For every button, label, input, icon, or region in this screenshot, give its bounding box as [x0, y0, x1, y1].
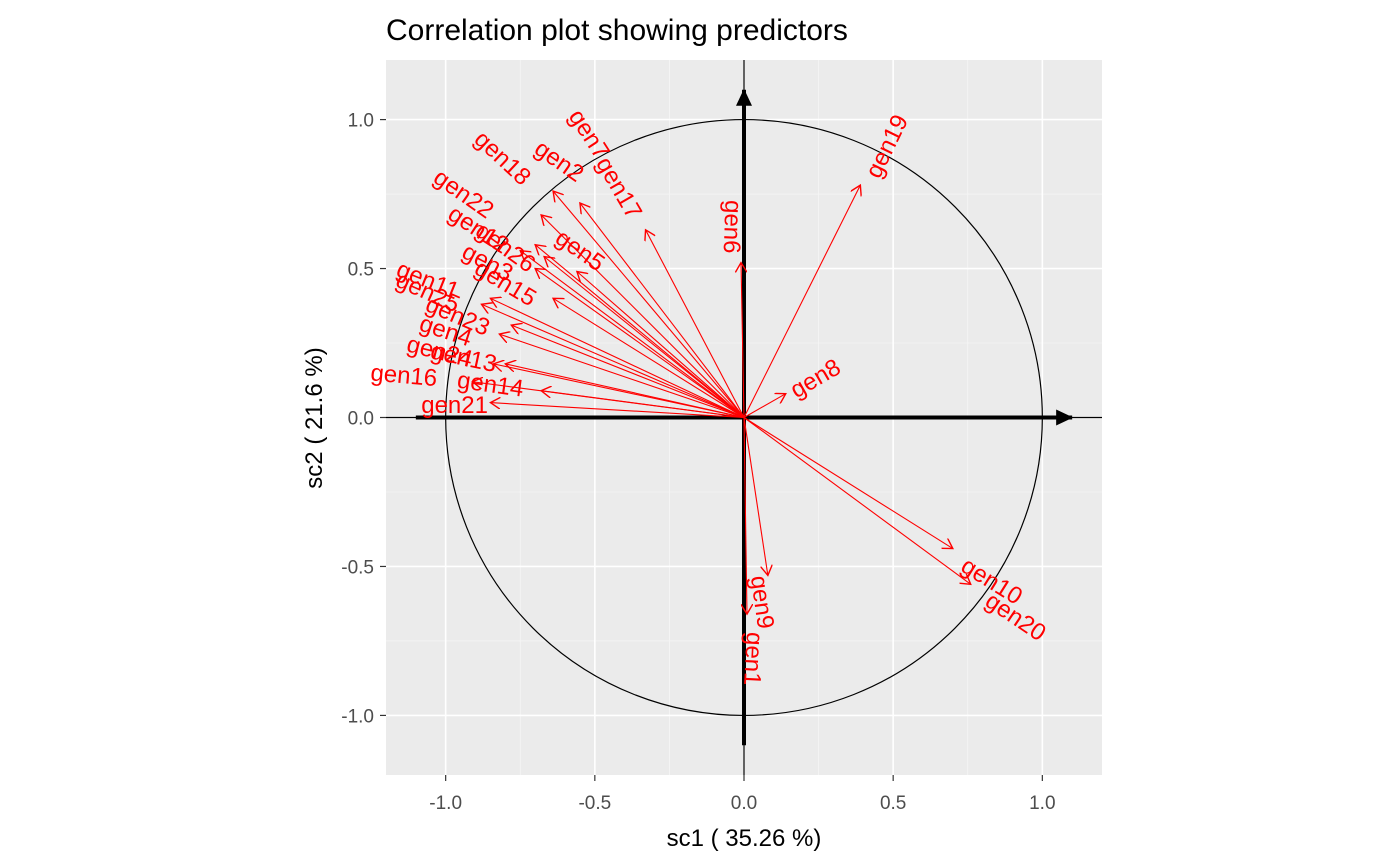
label-gen21: gen21: [421, 392, 488, 419]
vector-gen10: [743, 417, 953, 549]
x-axis-ticks: -1.0 -0.5 0.0 0.5 1.0: [429, 775, 1056, 814]
vector-gen25: [490, 298, 745, 418]
y-axis-ticks: 1.0 0.5 0.0 -0.5 -1.0: [341, 111, 386, 727]
vector-gen19: [743, 185, 860, 418]
chart-title: Correlation plot showing predictors: [386, 14, 848, 47]
y-tick-label: 0.5: [348, 260, 374, 281]
vector-gen11: [481, 304, 745, 419]
label-gen16: gen16: [369, 359, 438, 392]
vector-gen8: [743, 394, 786, 418]
y-axis-title: sc2 ( 21.6 %): [301, 347, 328, 488]
vector-gen21: [490, 403, 745, 419]
label-gen1: gen1: [738, 631, 768, 686]
label-gen6: gen6: [718, 200, 747, 254]
y-tick-label: 1.0: [348, 111, 374, 132]
vector-gen3: [535, 269, 745, 418]
vector-gen18: [541, 215, 745, 418]
x-tick-label: -0.5: [578, 793, 611, 814]
vector-gen9: [743, 417, 768, 576]
vector-gen20: [743, 417, 971, 585]
y-tick-label: -0.5: [341, 557, 374, 578]
vector-gen23: [511, 325, 745, 419]
vector-gen16: [473, 382, 745, 419]
vector-gen24: [493, 364, 745, 419]
vector-gen5: [577, 272, 745, 418]
y-tick-label: 0.0: [348, 409, 374, 430]
vector-gen17: [646, 230, 745, 418]
vector-gen15: [553, 298, 745, 418]
vector-gen1: [744, 417, 747, 615]
x-tick-label: 1.0: [1029, 793, 1055, 814]
vector-gen7: [580, 203, 745, 418]
x-tick-label: -1.0: [429, 793, 462, 814]
vector-gen4: [499, 334, 745, 419]
vector-gen6: [741, 263, 744, 418]
vector-gen22: [520, 251, 745, 418]
x-axis-title: sc1 ( 35.26 %): [667, 825, 822, 852]
variable-vectors: [473, 185, 971, 614]
vector-gen12: [535, 245, 745, 418]
vector-gen2: [553, 191, 745, 418]
x-tick-label: 0.5: [880, 793, 906, 814]
vector-gen26: [544, 257, 745, 418]
x-tick-label: 0.0: [731, 793, 757, 814]
y-tick-label: -1.0: [341, 706, 374, 727]
